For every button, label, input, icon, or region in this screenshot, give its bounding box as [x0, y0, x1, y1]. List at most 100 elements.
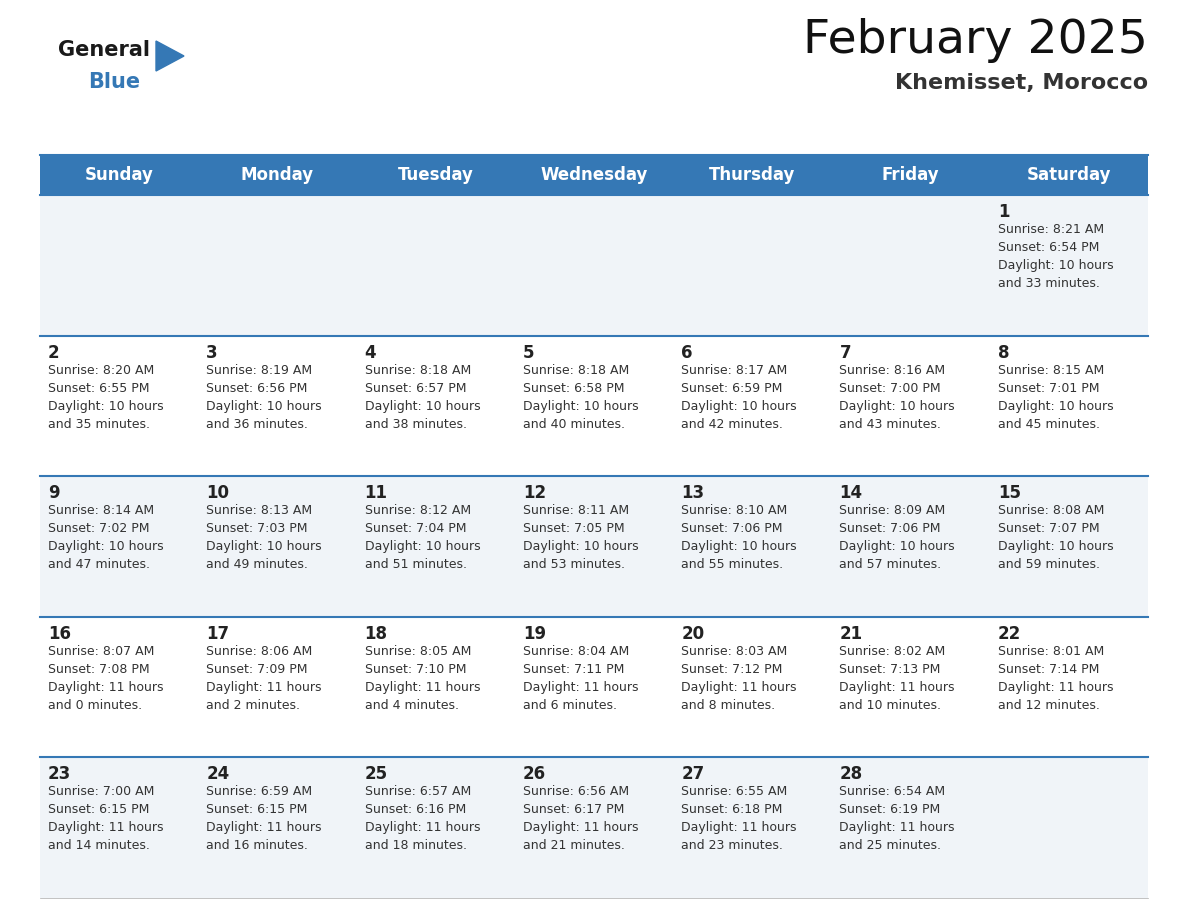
Bar — [990, 195, 1148, 336]
Bar — [356, 476, 514, 617]
Text: 15: 15 — [998, 484, 1020, 502]
Text: Sunrise: 6:57 AM
Sunset: 6:16 PM
Daylight: 11 hours
and 18 minutes.: Sunrise: 6:57 AM Sunset: 6:16 PM Dayligh… — [365, 786, 480, 853]
Text: Sunrise: 8:18 AM
Sunset: 6:58 PM
Daylight: 10 hours
and 40 minutes.: Sunrise: 8:18 AM Sunset: 6:58 PM Dayligh… — [523, 364, 638, 431]
Text: 12: 12 — [523, 484, 546, 502]
Bar — [40, 476, 198, 617]
Text: 17: 17 — [207, 625, 229, 643]
Text: Thursday: Thursday — [709, 166, 796, 184]
Bar — [674, 336, 832, 476]
Text: 24: 24 — [207, 766, 229, 783]
Bar — [674, 195, 832, 336]
Bar — [198, 155, 356, 195]
Text: 4: 4 — [365, 343, 377, 362]
Text: 21: 21 — [840, 625, 862, 643]
Text: February 2025: February 2025 — [803, 18, 1148, 63]
Text: 3: 3 — [207, 343, 217, 362]
Text: Sunrise: 8:14 AM
Sunset: 7:02 PM
Daylight: 10 hours
and 47 minutes.: Sunrise: 8:14 AM Sunset: 7:02 PM Dayligh… — [48, 504, 164, 571]
Text: 16: 16 — [48, 625, 71, 643]
Bar — [40, 336, 198, 476]
Bar — [514, 336, 674, 476]
Bar — [356, 336, 514, 476]
Bar — [356, 617, 514, 757]
Text: 19: 19 — [523, 625, 546, 643]
Bar — [674, 757, 832, 898]
Text: Sunrise: 8:01 AM
Sunset: 7:14 PM
Daylight: 11 hours
and 12 minutes.: Sunrise: 8:01 AM Sunset: 7:14 PM Dayligh… — [998, 644, 1113, 711]
Text: 6: 6 — [681, 343, 693, 362]
Text: Sunrise: 6:55 AM
Sunset: 6:18 PM
Daylight: 11 hours
and 23 minutes.: Sunrise: 6:55 AM Sunset: 6:18 PM Dayligh… — [681, 786, 797, 853]
Text: Sunrise: 8:16 AM
Sunset: 7:00 PM
Daylight: 10 hours
and 43 minutes.: Sunrise: 8:16 AM Sunset: 7:00 PM Dayligh… — [840, 364, 955, 431]
Text: 28: 28 — [840, 766, 862, 783]
Bar — [832, 195, 990, 336]
Text: Sunrise: 8:19 AM
Sunset: 6:56 PM
Daylight: 10 hours
and 36 minutes.: Sunrise: 8:19 AM Sunset: 6:56 PM Dayligh… — [207, 364, 322, 431]
Text: Sunrise: 6:59 AM
Sunset: 6:15 PM
Daylight: 11 hours
and 16 minutes.: Sunrise: 6:59 AM Sunset: 6:15 PM Dayligh… — [207, 786, 322, 853]
Text: 7: 7 — [840, 343, 851, 362]
Bar — [198, 476, 356, 617]
Bar — [40, 757, 198, 898]
Text: 26: 26 — [523, 766, 546, 783]
Bar — [198, 617, 356, 757]
Text: Sunrise: 8:05 AM
Sunset: 7:10 PM
Daylight: 11 hours
and 4 minutes.: Sunrise: 8:05 AM Sunset: 7:10 PM Dayligh… — [365, 644, 480, 711]
Text: Khemisset, Morocco: Khemisset, Morocco — [895, 73, 1148, 93]
Text: 9: 9 — [48, 484, 59, 502]
Text: General: General — [58, 40, 150, 60]
Bar — [832, 757, 990, 898]
Text: Sunrise: 8:04 AM
Sunset: 7:11 PM
Daylight: 11 hours
and 6 minutes.: Sunrise: 8:04 AM Sunset: 7:11 PM Dayligh… — [523, 644, 638, 711]
Text: Sunrise: 8:06 AM
Sunset: 7:09 PM
Daylight: 11 hours
and 2 minutes.: Sunrise: 8:06 AM Sunset: 7:09 PM Dayligh… — [207, 644, 322, 711]
Bar — [832, 336, 990, 476]
Bar — [514, 195, 674, 336]
Text: Sunrise: 8:02 AM
Sunset: 7:13 PM
Daylight: 11 hours
and 10 minutes.: Sunrise: 8:02 AM Sunset: 7:13 PM Dayligh… — [840, 644, 955, 711]
Text: Sunrise: 6:54 AM
Sunset: 6:19 PM
Daylight: 11 hours
and 25 minutes.: Sunrise: 6:54 AM Sunset: 6:19 PM Dayligh… — [840, 786, 955, 853]
Bar — [674, 617, 832, 757]
Bar — [990, 336, 1148, 476]
Text: Sunrise: 8:18 AM
Sunset: 6:57 PM
Daylight: 10 hours
and 38 minutes.: Sunrise: 8:18 AM Sunset: 6:57 PM Dayligh… — [365, 364, 480, 431]
Bar — [514, 617, 674, 757]
Bar — [990, 757, 1148, 898]
Text: Sunrise: 8:13 AM
Sunset: 7:03 PM
Daylight: 10 hours
and 49 minutes.: Sunrise: 8:13 AM Sunset: 7:03 PM Dayligh… — [207, 504, 322, 571]
Text: 14: 14 — [840, 484, 862, 502]
Bar — [990, 617, 1148, 757]
Bar — [356, 757, 514, 898]
Text: Sunrise: 6:56 AM
Sunset: 6:17 PM
Daylight: 11 hours
and 21 minutes.: Sunrise: 6:56 AM Sunset: 6:17 PM Dayligh… — [523, 786, 638, 853]
Bar — [832, 617, 990, 757]
Text: Sunday: Sunday — [84, 166, 153, 184]
Text: Sunrise: 8:12 AM
Sunset: 7:04 PM
Daylight: 10 hours
and 51 minutes.: Sunrise: 8:12 AM Sunset: 7:04 PM Dayligh… — [365, 504, 480, 571]
Bar — [832, 476, 990, 617]
Text: Sunrise: 8:15 AM
Sunset: 7:01 PM
Daylight: 10 hours
and 45 minutes.: Sunrise: 8:15 AM Sunset: 7:01 PM Dayligh… — [998, 364, 1113, 431]
Text: Sunrise: 8:11 AM
Sunset: 7:05 PM
Daylight: 10 hours
and 53 minutes.: Sunrise: 8:11 AM Sunset: 7:05 PM Dayligh… — [523, 504, 638, 571]
Bar — [514, 476, 674, 617]
Text: 5: 5 — [523, 343, 535, 362]
Bar — [198, 195, 356, 336]
Text: 10: 10 — [207, 484, 229, 502]
Bar — [674, 476, 832, 617]
Text: Sunrise: 7:00 AM
Sunset: 6:15 PM
Daylight: 11 hours
and 14 minutes.: Sunrise: 7:00 AM Sunset: 6:15 PM Dayligh… — [48, 786, 164, 853]
Text: Sunrise: 8:17 AM
Sunset: 6:59 PM
Daylight: 10 hours
and 42 minutes.: Sunrise: 8:17 AM Sunset: 6:59 PM Dayligh… — [681, 364, 797, 431]
Text: 18: 18 — [365, 625, 387, 643]
Text: 23: 23 — [48, 766, 71, 783]
Bar — [198, 757, 356, 898]
Text: Sunrise: 8:08 AM
Sunset: 7:07 PM
Daylight: 10 hours
and 59 minutes.: Sunrise: 8:08 AM Sunset: 7:07 PM Dayligh… — [998, 504, 1113, 571]
Bar — [40, 155, 198, 195]
Polygon shape — [156, 41, 184, 71]
Text: Sunrise: 8:09 AM
Sunset: 7:06 PM
Daylight: 10 hours
and 57 minutes.: Sunrise: 8:09 AM Sunset: 7:06 PM Dayligh… — [840, 504, 955, 571]
Text: 27: 27 — [681, 766, 704, 783]
Bar — [990, 476, 1148, 617]
Text: 13: 13 — [681, 484, 704, 502]
Text: 20: 20 — [681, 625, 704, 643]
Text: Sunrise: 8:20 AM
Sunset: 6:55 PM
Daylight: 10 hours
and 35 minutes.: Sunrise: 8:20 AM Sunset: 6:55 PM Dayligh… — [48, 364, 164, 431]
Text: Sunrise: 8:21 AM
Sunset: 6:54 PM
Daylight: 10 hours
and 33 minutes.: Sunrise: 8:21 AM Sunset: 6:54 PM Dayligh… — [998, 223, 1113, 290]
Text: Blue: Blue — [88, 72, 140, 92]
Bar — [40, 617, 198, 757]
Bar — [198, 336, 356, 476]
Text: Wednesday: Wednesday — [541, 166, 647, 184]
Bar — [990, 155, 1148, 195]
Bar — [40, 195, 198, 336]
Text: Tuesday: Tuesday — [398, 166, 474, 184]
Text: Friday: Friday — [881, 166, 940, 184]
Text: 2: 2 — [48, 343, 59, 362]
Bar — [356, 155, 514, 195]
Text: Saturday: Saturday — [1026, 166, 1111, 184]
Text: 8: 8 — [998, 343, 1010, 362]
Text: 11: 11 — [365, 484, 387, 502]
Text: 25: 25 — [365, 766, 387, 783]
Text: 1: 1 — [998, 203, 1010, 221]
